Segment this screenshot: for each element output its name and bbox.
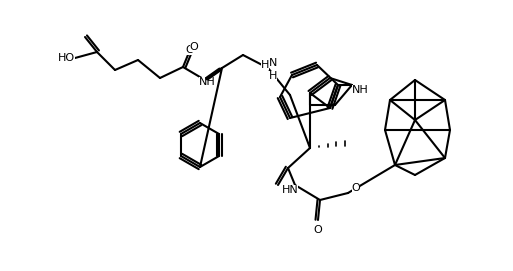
Text: O: O (351, 183, 360, 193)
Text: NH: NH (199, 77, 215, 87)
Text: O: O (313, 225, 322, 235)
Text: NH: NH (351, 85, 368, 95)
Text: HO: HO (58, 53, 75, 63)
Text: O: O (190, 42, 199, 52)
Text: H: H (269, 71, 277, 81)
Text: N: N (269, 58, 277, 68)
Text: HN: HN (282, 185, 299, 195)
Text: O: O (186, 45, 194, 55)
Text: H: H (261, 60, 269, 70)
